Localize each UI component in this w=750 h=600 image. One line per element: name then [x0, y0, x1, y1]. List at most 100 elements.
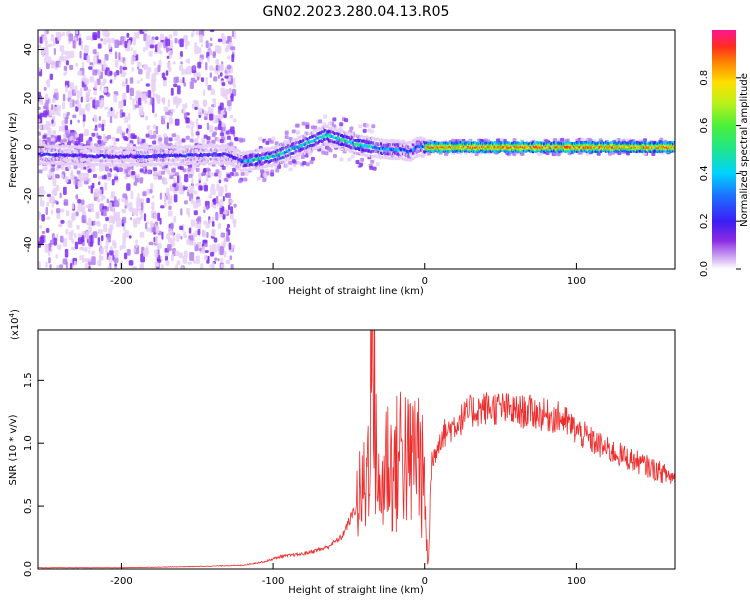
heatmap-cell	[475, 147, 478, 150]
heatmap-cell	[62, 238, 68, 247]
heatmap-cell	[225, 130, 230, 135]
heatmap-cell	[58, 125, 64, 132]
heatmap-cell	[63, 145, 66, 149]
heatmap-cell	[134, 104, 140, 108]
heatmap-cell	[369, 165, 374, 170]
heatmap-cell	[96, 78, 101, 85]
heatmap-cell	[80, 205, 86, 213]
heatmap-cell	[103, 223, 108, 233]
heatmap-cell	[126, 84, 130, 93]
heatmap-cell	[460, 142, 463, 146]
heatmap-cell	[102, 209, 107, 217]
heatmap-cell	[224, 208, 228, 215]
heatmap-cell	[198, 157, 201, 160]
heatmap-cell	[155, 235, 158, 245]
heatmap-cell	[294, 143, 297, 146]
heatmap-cell	[58, 62, 62, 68]
heatmap-cell	[193, 163, 196, 166]
heatmap-cell	[164, 255, 169, 262]
heatmap-cell	[226, 156, 229, 160]
heatmap-cell	[223, 239, 226, 248]
heatmap-cell	[115, 138, 120, 142]
heatmap-cell	[92, 32, 98, 41]
heatmap-cell	[165, 260, 170, 266]
heatmap-cell	[278, 153, 281, 157]
heatmap-cell	[168, 137, 173, 142]
heatmap-cell	[178, 150, 181, 154]
heatmap-cell	[179, 166, 184, 171]
heatmap-cell	[492, 148, 494, 151]
heatmap-cell	[148, 51, 153, 57]
heatmap-cell	[143, 33, 147, 42]
heatmap-cell	[157, 259, 162, 263]
heatmap-cell	[130, 174, 135, 179]
heatmap-cell	[50, 209, 54, 215]
heatmap-cell	[40, 235, 45, 244]
heatmap-cell	[40, 47, 46, 55]
heatmap-cell	[128, 163, 131, 166]
heatmap-cell	[311, 131, 314, 134]
heatmap-cell	[189, 81, 194, 90]
heatmap-cell	[197, 228, 201, 236]
heatmap-cell	[166, 122, 169, 130]
heatmap-cell	[181, 190, 185, 195]
heatmap-cell	[136, 164, 139, 168]
heatmap-cell	[92, 49, 97, 55]
heatmap-cell	[72, 154, 75, 158]
heatmap-cell	[162, 145, 165, 148]
heatmap-cell	[166, 55, 170, 60]
heatmap-cell	[169, 230, 174, 236]
heatmap-cell	[217, 109, 221, 115]
heatmap-cell	[107, 173, 112, 178]
heatmap-cell	[152, 140, 157, 145]
heatmap-cell	[46, 62, 50, 70]
heatmap-cell	[169, 222, 174, 229]
heatmap-cell	[97, 135, 102, 140]
heatmap-cell	[164, 136, 169, 145]
heatmap-cell	[59, 158, 62, 162]
heatmap-cell	[61, 56, 67, 62]
heatmap-cell	[233, 84, 237, 89]
heatmap-cell	[145, 70, 150, 79]
heatmap-cell	[228, 242, 232, 250]
heatmap-cell	[220, 156, 223, 160]
heatmap-cell	[51, 137, 56, 142]
heatmap-cell	[177, 139, 182, 146]
heatmap-cell	[105, 239, 109, 247]
heatmap-cell	[163, 97, 166, 105]
heatmap-cell	[337, 134, 340, 137]
heatmap-cell	[229, 142, 234, 147]
heatmap-cell	[146, 35, 151, 45]
heatmap-cell	[359, 136, 362, 139]
heatmap-cell	[239, 138, 244, 143]
heatmap-cell	[67, 165, 72, 170]
heatmap-cell	[48, 110, 51, 117]
heatmap-cell	[125, 78, 128, 85]
heatmap-cell	[393, 156, 396, 159]
heatmap-cell	[161, 146, 164, 150]
heatmap-cell	[422, 154, 425, 158]
heatmap-cell	[152, 81, 156, 86]
heatmap-cell	[128, 112, 131, 121]
heatmap-cell	[484, 150, 487, 154]
heatmap-cell	[221, 149, 224, 153]
heatmap-cell	[109, 224, 114, 230]
heatmap-cell	[53, 47, 56, 55]
heatmap-cell	[233, 118, 237, 123]
heatmap-cell	[398, 157, 401, 161]
heatmap-cell	[153, 61, 156, 66]
heatmap-cell	[232, 146, 235, 150]
heatmap-cell	[56, 264, 60, 269]
heatmap-cell	[202, 89, 206, 96]
heatmap-cell	[205, 144, 208, 147]
heatmap-cell	[131, 56, 136, 62]
heatmap-cell	[254, 167, 257, 171]
heatmap-cell	[155, 153, 158, 157]
heatmap-cell	[379, 154, 382, 158]
heatmap-cell	[180, 235, 183, 240]
heatmap-cell	[39, 212, 42, 218]
heatmap-cell	[367, 128, 372, 133]
heatmap-cell	[353, 146, 356, 149]
heatmap-cell	[245, 156, 248, 160]
